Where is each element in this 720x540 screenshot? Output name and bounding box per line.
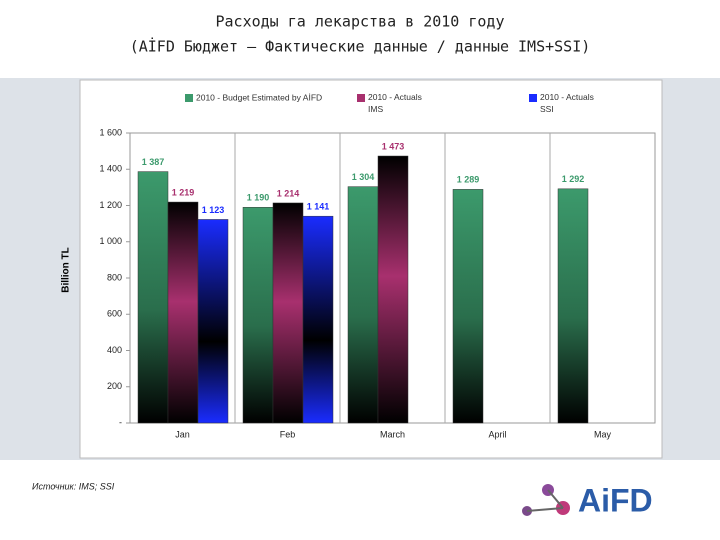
logo-box xyxy=(500,470,676,530)
bar xyxy=(272,202,304,424)
bar xyxy=(377,155,409,424)
chart-title: Расходы га лекарства в 2010 году xyxy=(216,13,505,31)
data-label: 1 473 xyxy=(382,141,405,151)
y-tick-label: 400 xyxy=(107,345,122,355)
legend-swatch xyxy=(357,94,365,102)
bar xyxy=(347,186,379,424)
source: Источник: IMS; SSI xyxy=(32,481,115,491)
data-label: 1 214 xyxy=(277,188,300,198)
data-label: 1 141 xyxy=(307,202,330,212)
logo-icon xyxy=(522,484,570,516)
legend-label: 2010 - Budget Estimated by AİFD xyxy=(196,92,322,102)
y-tick-label: - xyxy=(119,417,122,427)
legend-label: 2010 - Actuals SSI xyxy=(540,92,594,114)
x-tick-label: Jan xyxy=(175,429,190,439)
x-tick-label: April xyxy=(488,429,506,439)
chart-subtitle: (AİFD Бюджет – Фактические данные / данн… xyxy=(130,37,591,56)
data-label: 1 304 xyxy=(352,172,375,182)
bar xyxy=(167,201,199,424)
data-label: 1 289 xyxy=(457,175,480,185)
legend-swatch xyxy=(529,94,537,102)
bar xyxy=(452,189,484,424)
y-tick-label: 1 600 xyxy=(99,127,122,137)
y-tick-label: 600 xyxy=(107,309,122,319)
bar xyxy=(197,219,229,424)
data-label: 1 219 xyxy=(172,187,195,197)
logo-text: AiFD xyxy=(578,482,653,518)
y-tick-label: 1 200 xyxy=(99,200,122,210)
data-label: 1 190 xyxy=(247,193,270,203)
data-label: 1 123 xyxy=(202,205,225,215)
x-tick-label: March xyxy=(380,429,405,439)
y-tick-label: 1 000 xyxy=(99,236,122,246)
data-label: 1 387 xyxy=(142,157,165,167)
x-tick-label: Feb xyxy=(280,429,296,439)
y-tick-label: 800 xyxy=(107,272,122,282)
y-axis-label: Billion TL xyxy=(61,247,72,293)
y-tick-label: 200 xyxy=(107,381,122,391)
x-tick-label: May xyxy=(594,429,612,439)
bar xyxy=(302,215,334,424)
bar xyxy=(242,207,274,424)
bar xyxy=(137,171,169,424)
legend-swatch xyxy=(185,94,193,102)
y-tick-label: 1 400 xyxy=(99,164,122,174)
bar xyxy=(557,188,589,424)
legend-label: 2010 - Actuals IMS xyxy=(368,92,422,114)
data-label: 1 292 xyxy=(562,174,585,184)
